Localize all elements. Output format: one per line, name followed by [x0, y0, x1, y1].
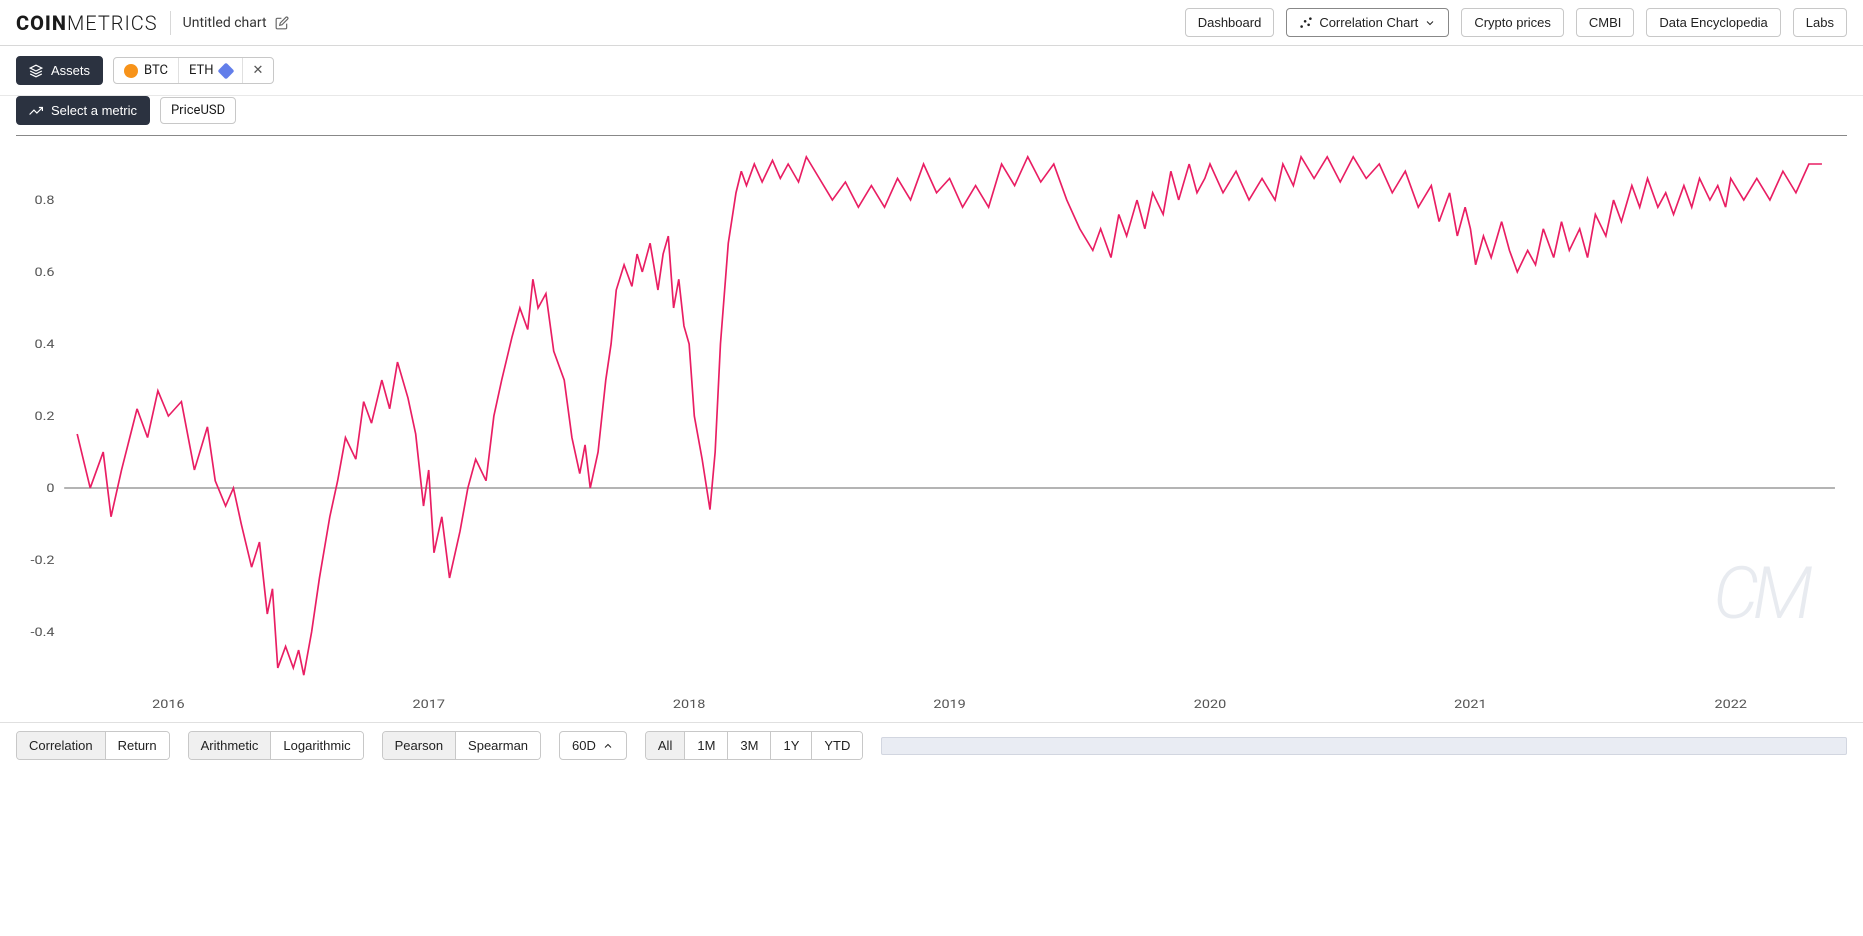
dashboard-button[interactable]: Dashboard: [1185, 8, 1275, 37]
chevron-down-icon: [1424, 17, 1436, 29]
range-option-all[interactable]: All: [646, 732, 685, 759]
svg-text:2022: 2022: [1715, 698, 1747, 712]
window-dropdown[interactable]: 60D: [559, 731, 627, 760]
corr-option-pearson[interactable]: Pearson: [383, 732, 456, 759]
data-encyclopedia-button[interactable]: Data Encyclopedia: [1646, 8, 1780, 37]
brand-bold: COIN: [16, 11, 67, 35]
metric-chip-label: PriceUSD: [161, 98, 235, 123]
svg-text:2016: 2016: [152, 698, 184, 712]
eth-icon: [217, 62, 234, 79]
range-option-1m[interactable]: 1M: [685, 732, 728, 759]
cmbi-label: CMBI: [1589, 15, 1622, 30]
chart-type-label: Correlation Chart: [1319, 15, 1418, 30]
asset-chip-group: BTC ETH ✕: [113, 57, 274, 84]
asset-symbol: BTC: [144, 63, 168, 78]
svg-text:2018: 2018: [673, 698, 705, 712]
topbar: COINMETRICS Untitled chart Dashboard Cor…: [0, 0, 1863, 46]
correlation-chart: -0.4 -0.2 0 0.2 0.4 0.6 0.8 2016 2017 2018 2019 202…: [16, 136, 1847, 716]
scatter-icon: [1299, 16, 1313, 30]
crypto-prices-label: Crypto prices: [1474, 15, 1551, 30]
select-metric-label: Select a metric: [51, 103, 137, 118]
scale-option-logarithmic[interactable]: Logarithmic: [271, 732, 362, 759]
chart-title-wrap[interactable]: Untitled chart: [183, 15, 289, 31]
asset-chip-eth[interactable]: ETH: [179, 58, 243, 83]
bottom-toolbar: CorrelationReturn ArithmeticLogarithmic …: [0, 722, 1863, 772]
trend-up-icon: [29, 104, 43, 118]
svg-text:-0.2: -0.2: [31, 554, 55, 568]
range-option-ytd[interactable]: YTD: [812, 732, 862, 759]
mode-option-correlation[interactable]: Correlation: [17, 732, 106, 759]
time-scrubber[interactable]: [881, 737, 1847, 755]
cmbi-button[interactable]: CMBI: [1576, 8, 1635, 37]
svg-text:0.6: 0.6: [35, 266, 55, 280]
mode-option-return[interactable]: Return: [106, 732, 169, 759]
chevron-up-icon: [602, 740, 614, 752]
scale-segment: ArithmeticLogarithmic: [188, 731, 364, 760]
btc-icon: [124, 64, 138, 78]
svg-text:2017: 2017: [413, 698, 445, 712]
mode-segment: CorrelationReturn: [16, 731, 170, 760]
svg-text:2021: 2021: [1454, 698, 1486, 712]
brand-logo[interactable]: COINMETRICS: [16, 11, 158, 35]
brand-light: METRICS: [67, 11, 158, 35]
corr-option-spearman[interactable]: Spearman: [456, 732, 540, 759]
range-segment: All1M3M1YYTD: [645, 731, 863, 760]
metric-toolbar: Select a metric PriceUSD: [0, 96, 1863, 135]
crypto-prices-button[interactable]: Crypto prices: [1461, 8, 1564, 37]
remove-asset-button[interactable]: ✕: [243, 58, 274, 83]
dashboard-label: Dashboard: [1198, 15, 1262, 30]
assets-button[interactable]: Assets: [16, 56, 103, 85]
svg-text:2019: 2019: [933, 698, 965, 712]
assets-label: Assets: [51, 63, 90, 78]
close-icon: ✕: [253, 63, 264, 78]
chart-type-dropdown[interactable]: Correlation Chart: [1286, 8, 1449, 37]
svg-text:-0.4: -0.4: [31, 626, 56, 640]
range-option-1y[interactable]: 1Y: [771, 732, 812, 759]
chart-area[interactable]: -0.4 -0.2 0 0.2 0.4 0.6 0.8 2016 2017 2018 2019 202…: [16, 135, 1847, 716]
svg-text:0.4: 0.4: [35, 338, 56, 352]
corr-type-segment: PearsonSpearman: [382, 731, 541, 760]
divider: [170, 11, 171, 35]
layers-icon: [29, 64, 43, 78]
metric-chip[interactable]: PriceUSD: [160, 97, 236, 124]
select-metric-button[interactable]: Select a metric: [16, 96, 150, 125]
svg-text:2020: 2020: [1194, 698, 1226, 712]
assets-toolbar: Assets BTC ETH ✕: [0, 46, 1863, 96]
edit-icon: [275, 16, 289, 30]
svg-text:0.8: 0.8: [35, 194, 55, 208]
data-encyclopedia-label: Data Encyclopedia: [1659, 15, 1767, 30]
scale-option-arithmetic[interactable]: Arithmetic: [189, 732, 272, 759]
asset-symbol: ETH: [189, 63, 214, 78]
svg-text:0.2: 0.2: [35, 410, 55, 424]
svg-text:0: 0: [46, 482, 54, 496]
chart-container: -0.4 -0.2 0 0.2 0.4 0.6 0.8 2016 2017 2018 2019 202…: [0, 135, 1863, 716]
labs-button[interactable]: Labs: [1793, 8, 1847, 37]
chart-title: Untitled chart: [183, 15, 267, 31]
labs-label: Labs: [1806, 15, 1834, 30]
range-option-3m[interactable]: 3M: [728, 732, 771, 759]
window-label: 60D: [572, 738, 596, 753]
asset-chip-btc[interactable]: BTC: [114, 58, 179, 83]
